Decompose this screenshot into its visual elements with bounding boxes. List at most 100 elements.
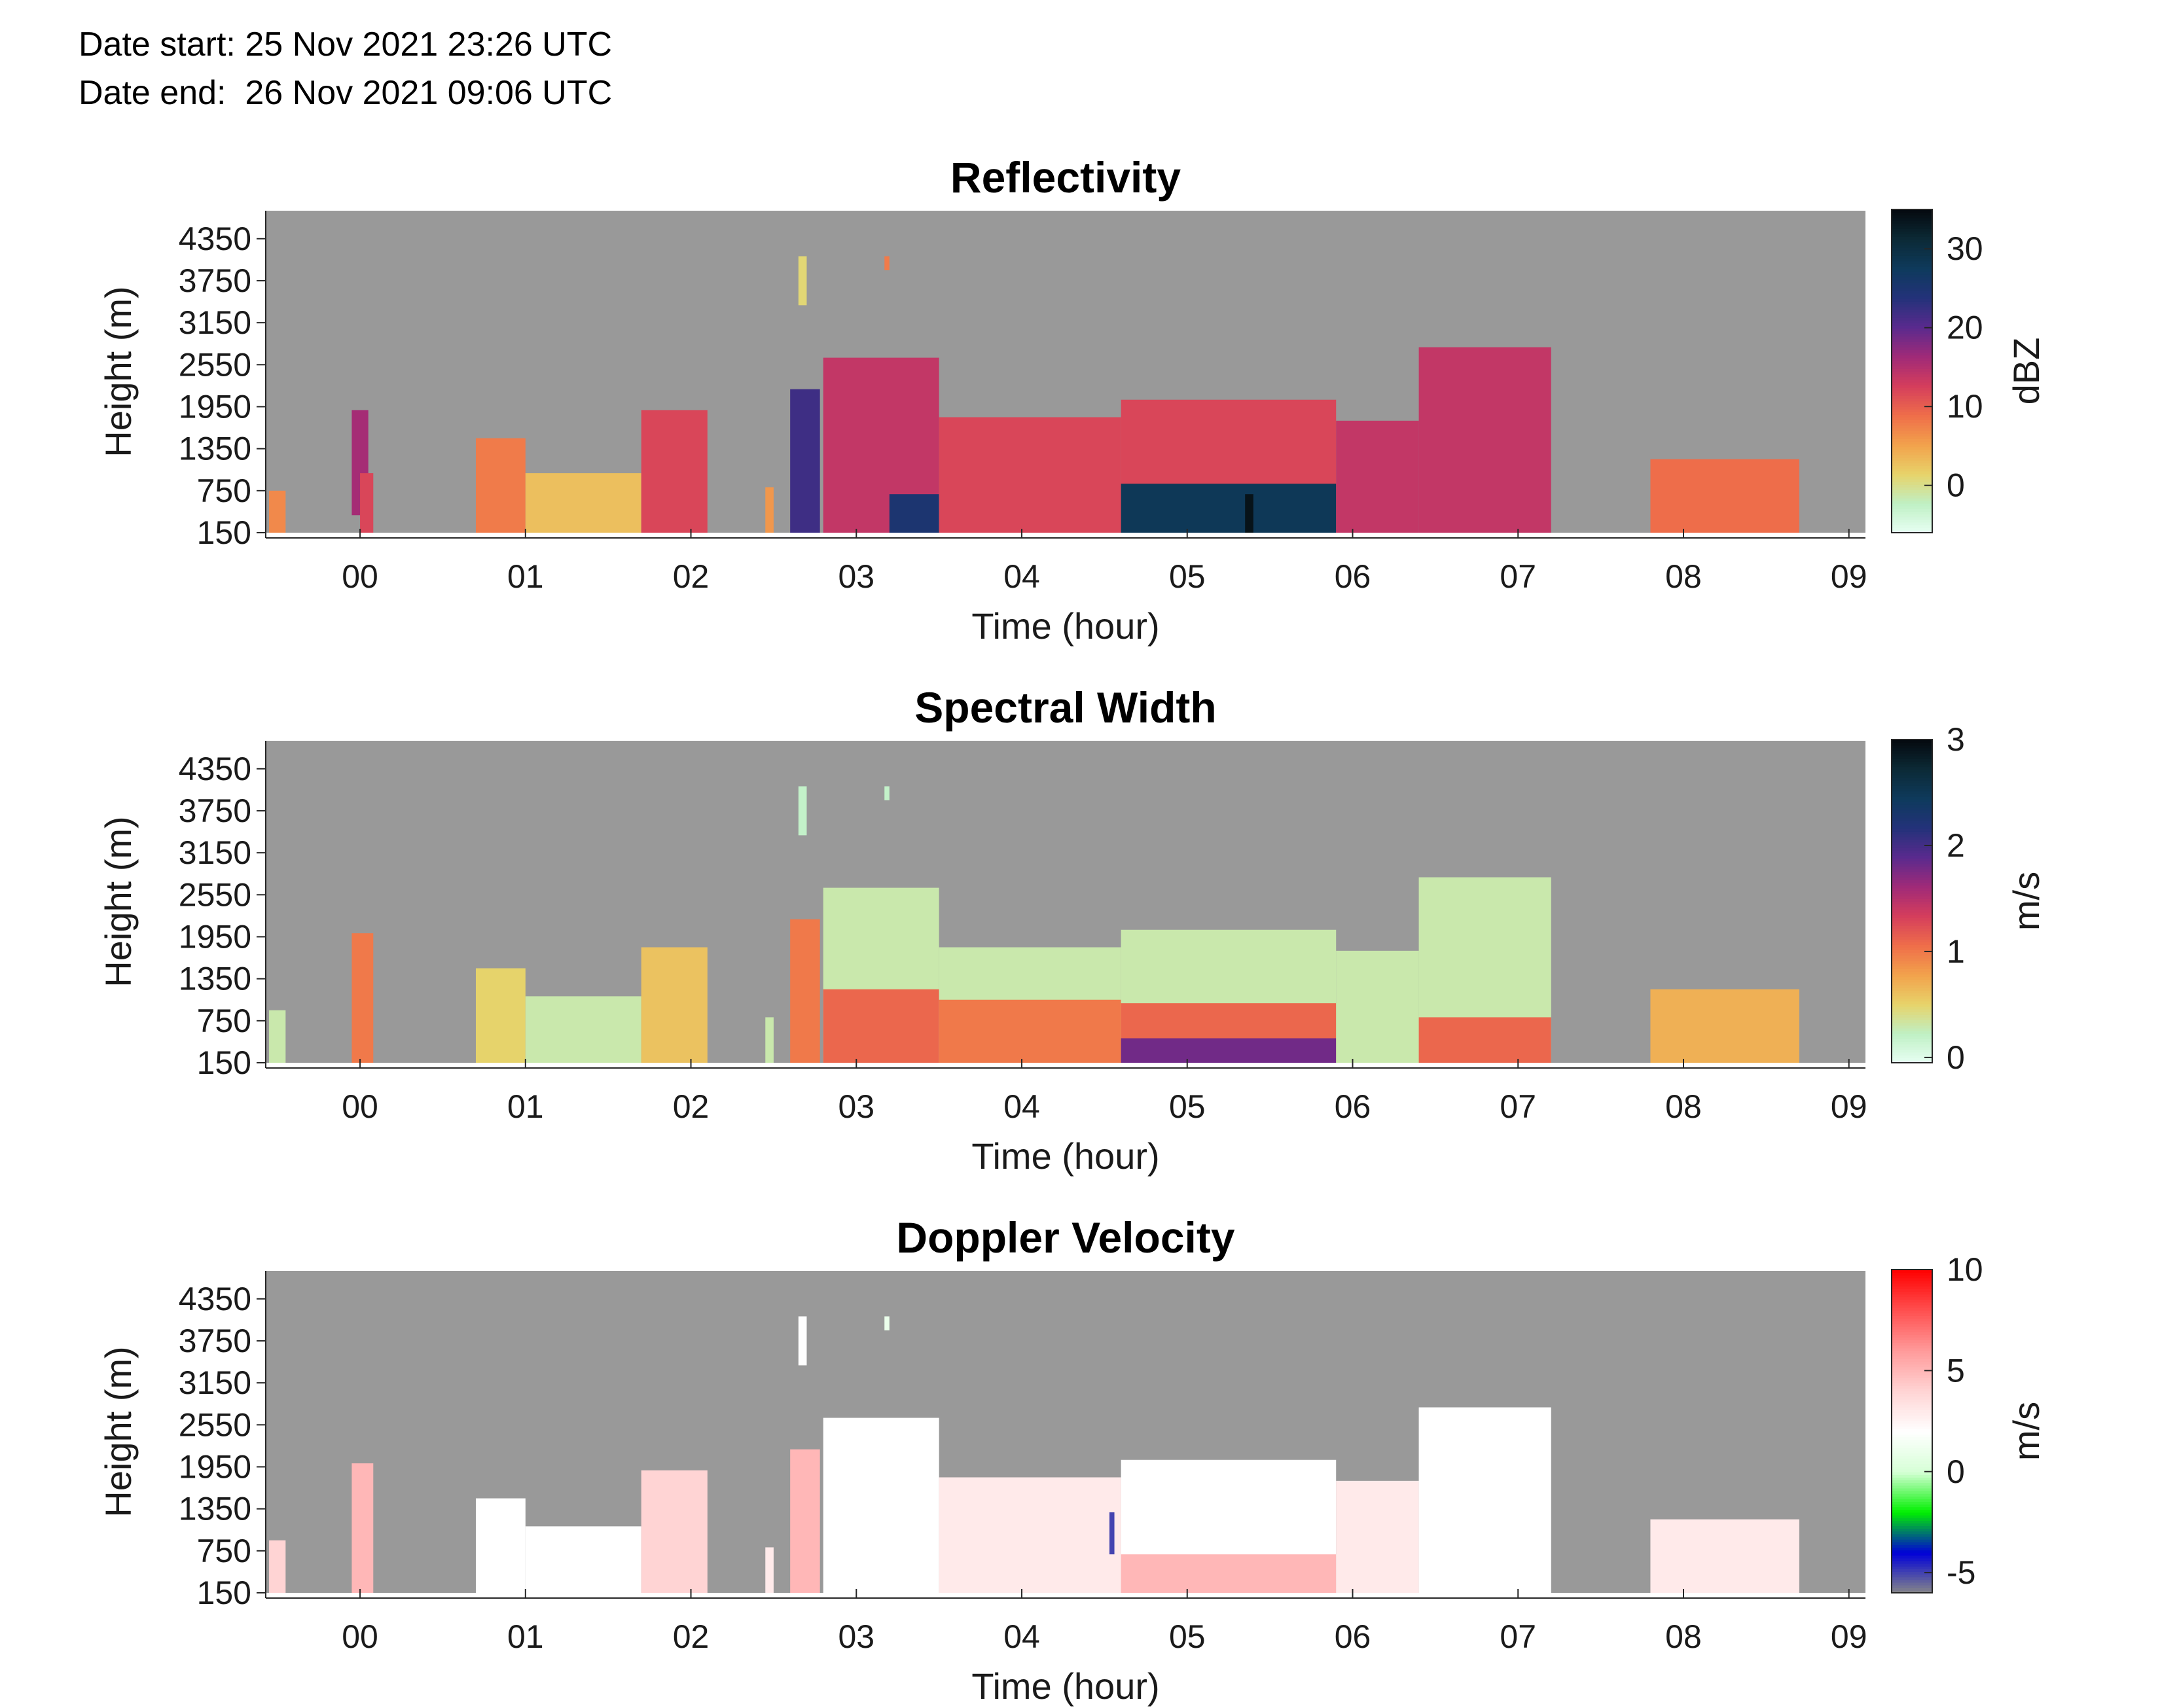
colorbar-segment <box>1892 1326 1932 1330</box>
colorbar-segment <box>1892 1361 1932 1365</box>
colorbar-tick-label: 0 <box>1947 467 1965 504</box>
colorbar-segment <box>1892 1420 1932 1424</box>
heatmap-cell <box>351 933 374 1063</box>
heatmap-cell <box>351 1463 374 1593</box>
colorbar-segment <box>1892 1374 1932 1378</box>
colorbar-segment <box>1892 1334 1932 1338</box>
colorbar-segment <box>1892 1520 1932 1523</box>
colorbar-segment <box>1892 438 1932 442</box>
colorbar-segment <box>1892 298 1932 302</box>
colorbar-segment <box>1892 946 1932 951</box>
colorbar-segment <box>1892 1539 1932 1542</box>
colorbar-segment <box>1892 529 1932 533</box>
colorbar-segment <box>1892 914 1932 918</box>
x-tick-label: 05 <box>1169 1088 1206 1125</box>
colorbar-segment <box>1892 747 1932 751</box>
colorbar-segment <box>1892 760 1932 765</box>
colorbar-segment <box>1892 764 1932 768</box>
colorbar-segment <box>1892 1555 1932 1559</box>
colorbar-segment <box>1892 828 1932 832</box>
colorbar-segment <box>1892 836 1932 840</box>
heatmap-cell <box>360 473 374 533</box>
colorbar-segment <box>1892 268 1932 272</box>
colorbar-segment <box>1892 1574 1932 1578</box>
colorbar-segment <box>1892 330 1932 334</box>
colorbar-segment <box>1892 898 1932 902</box>
colorbar-segment <box>1892 1391 1932 1395</box>
y-tick-label: 2550 <box>179 346 251 383</box>
colorbar-segment <box>1892 433 1932 436</box>
heatmap-cell <box>889 494 939 533</box>
colorbar-segment <box>1892 408 1932 412</box>
heatmap-cell <box>884 256 890 270</box>
colorbar-segment <box>1892 1017 1932 1021</box>
colorbar-segment <box>1892 522 1932 525</box>
colorbar-segment <box>1892 745 1932 749</box>
colorbar-segment <box>1892 1353 1932 1357</box>
y-tick-label: 3750 <box>179 792 251 829</box>
colorbar-segment <box>1892 992 1932 997</box>
colorbar-segment <box>1892 976 1932 980</box>
x-tick-label: 06 <box>1335 558 1371 595</box>
colorbar-segment <box>1892 387 1932 391</box>
colorbar-segment <box>1892 341 1932 345</box>
colorbar-segment <box>1892 1347 1932 1351</box>
heatmap-cell <box>765 487 774 533</box>
colorbar-segment <box>1892 1302 1932 1306</box>
heatmap-cell <box>1418 1407 1551 1593</box>
heatmap-cell <box>641 410 708 533</box>
heatmap-cell <box>269 1010 286 1063</box>
x-tick-label: 00 <box>342 1088 378 1125</box>
x-tick-label: 08 <box>1665 1618 1702 1655</box>
y-tick-label: 150 <box>197 1575 251 1611</box>
x-tick-label: 06 <box>1335 1088 1371 1125</box>
colorbar-segment <box>1892 349 1932 353</box>
colorbar-segment <box>1892 258 1932 262</box>
colorbar-segment <box>1892 1560 1932 1564</box>
colorbar-segment <box>1892 411 1932 415</box>
x-tick-label: 04 <box>1003 1618 1040 1655</box>
colorbar-segment <box>1892 906 1932 910</box>
colorbar-segment <box>1892 1011 1932 1015</box>
colorbar-segment <box>1892 842 1932 845</box>
heatmap-cell <box>1650 459 1799 533</box>
colorbar-segment <box>1892 392 1932 397</box>
colorbar-segment <box>1892 917 1932 921</box>
colorbar-segment <box>1892 817 1932 821</box>
colorbar-segment <box>1892 1579 1932 1583</box>
heatmap-cell <box>765 1547 774 1593</box>
colorbar-segment <box>1892 441 1932 445</box>
colorbar-segment <box>1892 791 1932 794</box>
colorbar-segment <box>1892 1455 1932 1459</box>
colorbar-segment <box>1892 489 1932 493</box>
colorbar-segment <box>1892 379 1932 383</box>
colorbar-segment <box>1892 1336 1932 1341</box>
colorbar-segment <box>1892 766 1932 770</box>
heatmap-cell <box>884 786 890 800</box>
x-tick-label: 01 <box>507 1088 544 1125</box>
colorbar-segment <box>1892 225 1932 229</box>
colorbar-segment <box>1892 514 1932 518</box>
colorbar-segment <box>1892 952 1932 956</box>
colorbar-segment <box>1892 893 1932 897</box>
colorbar-segment <box>1892 885 1932 889</box>
x-tick-label: 03 <box>838 558 874 595</box>
colorbar-segment <box>1892 782 1932 786</box>
colorbar-frame <box>1891 1269 1933 1593</box>
colorbar-segment <box>1892 1487 1932 1491</box>
y-tick-label: 1950 <box>179 1448 251 1485</box>
colorbar-segment <box>1892 1345 1932 1349</box>
colorbar-segment <box>1892 1434 1932 1438</box>
y-tick-label: 750 <box>197 1003 251 1039</box>
colorbar-segment <box>1892 989 1932 993</box>
colorbar-segment <box>1892 1563 1932 1567</box>
colorbar-segment <box>1892 1033 1932 1037</box>
colorbar-segment <box>1892 1557 1932 1561</box>
colorbar-segment <box>1892 750 1932 754</box>
x-tick-label: 09 <box>1831 1088 1867 1125</box>
colorbar-segment <box>1892 1001 1932 1005</box>
colorbar-segment <box>1892 500 1932 504</box>
heatmap-cell <box>939 417 1121 533</box>
colorbar-segment <box>1892 260 1932 264</box>
